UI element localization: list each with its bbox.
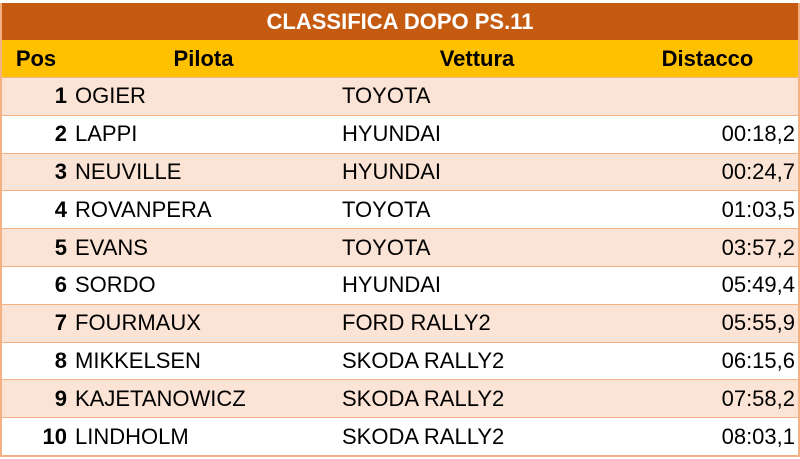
table-row: 10 LINDHOLM SKODA RALLY2 08:03,1 [2,417,798,455]
pos-cell: 3 [54,158,67,184]
standings-table: CLASSIFICA DOPO PS.11 Pos Pilota Vettura Di… [0,3,800,457]
pos-cell: 10 [42,423,67,449]
car-cell: HYUNDAI [342,158,442,184]
driver-cell: LAPPI [75,121,138,147]
driver-cell: EVANS [75,234,148,260]
pos-cell: 6 [54,272,67,298]
gap-cell: 06:15,6 [721,347,795,373]
table-row: 2 LAPPI HYUNDAI 00:18,2 [2,114,798,153]
table-title: CLASSIFICA DOPO PS.11 [2,3,798,40]
pos-cell: 7 [54,310,67,336]
car-cell: SKODA RALLY2 [342,347,505,373]
column-header: Pos [15,45,57,71]
pos-cell: 5 [54,234,67,260]
table-row: 1 OGIER TOYOTA [2,77,798,115]
pos-cell: 8 [54,347,67,373]
header-row: Pos Pilota Vettura Distacco [2,40,798,77]
column-header: Distacco [661,45,754,71]
table-row: 9 KAJETANOWICZ SKODA RALLY2 07:58,2 [2,379,798,418]
driver-cell: LINDHOLM [75,423,189,449]
pos-cell: 2 [54,121,67,147]
car-cell: SKODA RALLY2 [342,423,505,449]
car-cell: HYUNDAI [342,272,442,298]
table-row: 4 ROVANPERA TOYOTA 01:03,5 [2,190,798,229]
car-cell: TOYOTA [342,196,431,222]
driver-cell: OGIER [75,83,146,109]
column-header: Pilota [173,45,234,71]
car-cell: TOYOTA [342,234,431,260]
gap-cell: 08:03,1 [721,423,795,449]
car-cell: HYUNDAI [342,121,442,147]
pos-cell: 9 [54,385,67,411]
table-row: 8 MIKKELSEN SKODA RALLY2 06:15,6 [2,341,798,380]
car-cell: FORD RALLY2 [342,310,491,336]
table-row: 6 SORDO HYUNDAI 05:49,4 [2,265,798,304]
pos-cell: 1 [54,83,67,109]
gap-cell: 07:58,2 [721,385,795,411]
table-body: 1 OGIER TOYOTA 2 LAPPI HYUNDAI 00:18,2 3 NEUVILL… [2,77,798,455]
driver-cell: MIKKELSEN [75,347,201,373]
gap-cell: 00:24,7 [721,158,795,184]
gap-cell: 05:55,9 [721,310,795,336]
driver-cell: NEUVILLE [75,158,182,184]
gap-cell: 05:49,4 [721,272,795,298]
gap-cell: 03:57,2 [721,234,795,260]
table-row: 7 FOURMAUX FORD RALLY2 05:55,9 [2,303,798,342]
driver-cell: ROVANPERA [75,196,212,222]
gap-cell: 00:18,2 [721,121,795,147]
table-row: 5 EVANS TOYOTA 03:57,2 [2,228,798,266]
table-row: 3 NEUVILLE HYUNDAI 00:24,7 [2,152,798,191]
gap-cell: 01:03,5 [721,196,795,222]
car-cell: SKODA RALLY2 [342,385,505,411]
pos-cell: 4 [54,196,67,222]
driver-cell: KAJETANOWICZ [75,385,246,411]
driver-cell: FOURMAUX [75,310,201,336]
driver-cell: SORDO [75,272,156,298]
column-header: Vettura [439,45,515,71]
car-cell: TOYOTA [342,83,431,109]
